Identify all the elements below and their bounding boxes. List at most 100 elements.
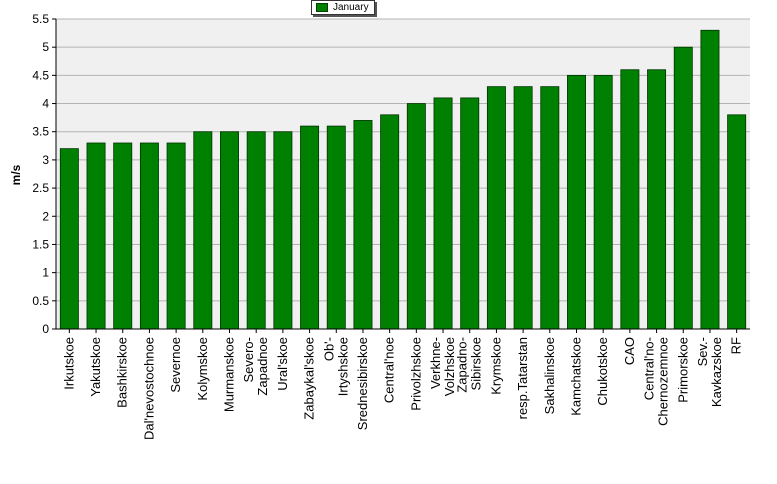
y-tick-label: 0.5 bbox=[32, 294, 49, 308]
x-tick-label: RF bbox=[729, 337, 744, 354]
y-axis-label: m/s bbox=[9, 164, 23, 185]
bar bbox=[193, 131, 213, 330]
x-tick-label-line: Ob'- bbox=[321, 337, 336, 361]
x-tick-label-line: Severo- bbox=[241, 337, 256, 383]
x-tick-label: Murmanskoe bbox=[222, 337, 237, 412]
x-tick-label: Dal'nevostochnoe bbox=[141, 337, 156, 440]
x-tick-label-line: Chukotskoe bbox=[595, 337, 610, 406]
x-tick-label: Primorskoe bbox=[675, 337, 690, 403]
bar bbox=[166, 142, 186, 330]
x-tick-label-line: Central'no- bbox=[642, 337, 657, 400]
bar bbox=[353, 120, 373, 330]
x-tick-label: Central'no- Chernozemnoe bbox=[642, 337, 671, 426]
x-tick-label-line: Dal'nevostochnoe bbox=[141, 337, 156, 440]
legend-swatch bbox=[316, 3, 328, 12]
axes bbox=[55, 19, 750, 330]
bar bbox=[326, 125, 346, 330]
x-tick-label: Central'noe bbox=[382, 337, 397, 403]
x-tick-label: Ob'- Irtyshskoe bbox=[321, 337, 350, 396]
bar bbox=[540, 86, 560, 330]
x-tick-label-line: Zapadnoe bbox=[255, 337, 270, 396]
x-tick-label: Privolzhskoe bbox=[408, 337, 423, 411]
x-tick-label: Verkhne- Volzhskoe bbox=[428, 337, 457, 396]
x-tick-label-line: Sibirskoe bbox=[469, 337, 484, 390]
x-tick-label-line: Verkhne- bbox=[428, 337, 443, 389]
x-tick-label-line: Kavkazskoe bbox=[709, 337, 724, 407]
x-tick-label: Irkutskoe bbox=[61, 337, 76, 390]
y-tick-label: 3.5 bbox=[32, 125, 49, 139]
x-tick-label-line: Central'noe bbox=[382, 337, 397, 403]
x-tick-label-line: Ural'skoe bbox=[275, 337, 290, 391]
x-tick-label-line: Srednesibirskoe bbox=[355, 337, 370, 430]
x-tick-label: Severo- Zapadnoe bbox=[241, 337, 270, 396]
y-tick-label: 2 bbox=[42, 209, 49, 223]
x-tick-label: CAO bbox=[622, 337, 637, 365]
x-tick-label-line: Krymskoe bbox=[488, 337, 503, 395]
y-tick-label: 0 bbox=[42, 322, 49, 336]
bars bbox=[59, 29, 747, 330]
y-tick-labels: 0 0.5 1 1.5 2 2.5 3 3.5 4 4.5 5 5.5 bbox=[32, 12, 49, 336]
y-tick-label: 4.5 bbox=[32, 68, 49, 82]
bar bbox=[380, 114, 400, 330]
legend-label: January bbox=[333, 2, 369, 13]
bar bbox=[246, 131, 266, 330]
bar bbox=[273, 131, 293, 330]
bar bbox=[593, 74, 613, 330]
x-tick-label-line: Yakutskoe bbox=[88, 337, 103, 397]
bar bbox=[433, 97, 453, 330]
y-tick-label: 1.5 bbox=[32, 237, 49, 251]
bar bbox=[700, 29, 720, 330]
x-tick-label: resp.Tatarstan bbox=[515, 337, 530, 419]
bar bbox=[86, 142, 106, 330]
x-tick-label: Kamchatskoe bbox=[569, 337, 584, 416]
bar bbox=[620, 69, 640, 330]
x-tick-labels: Irkutskoe Yakutskoe Bashkirskoe Dal'nevosto… bbox=[61, 329, 744, 440]
legend: January bbox=[311, 0, 375, 15]
bar bbox=[567, 74, 586, 330]
bar bbox=[486, 86, 506, 330]
x-tick-label-line: Bashkirskoe bbox=[115, 337, 130, 408]
plot-area bbox=[56, 19, 750, 329]
x-tick-label: Sakhalinskoe bbox=[542, 337, 557, 414]
bar bbox=[513, 86, 533, 330]
x-tick-label: Ural'skoe bbox=[275, 337, 290, 391]
x-tick-label-line: CAO bbox=[622, 337, 637, 365]
x-tick-label: Sev.- Kavkazskoe bbox=[695, 337, 724, 407]
bar bbox=[460, 97, 480, 330]
x-tick-label: Zapadno- Sibirskoe bbox=[455, 337, 484, 393]
bar bbox=[647, 69, 667, 330]
x-tick-label-line: Primorskoe bbox=[675, 337, 690, 403]
bar bbox=[59, 148, 79, 330]
x-tick-label: Zabaykal'skoe bbox=[302, 337, 317, 420]
x-tick-label: Krymskoe bbox=[488, 337, 503, 395]
x-tick-label: Yakutskoe bbox=[88, 337, 103, 397]
y-tick-label: 1 bbox=[42, 266, 49, 280]
x-tick-label-line: resp.Tatarstan bbox=[515, 337, 530, 419]
x-tick-label-line: Kolymskoe bbox=[195, 337, 210, 401]
x-tick-label-line: Kamchatskoe bbox=[569, 337, 584, 416]
x-tick-label-line: Sev.- bbox=[695, 337, 710, 366]
y-tick-label: 3 bbox=[42, 153, 49, 167]
y-tick-label: 5.5 bbox=[32, 12, 49, 26]
x-tick-label: Severnoe bbox=[168, 337, 183, 393]
x-tick-label: Bashkirskoe bbox=[115, 337, 130, 408]
bar bbox=[139, 142, 159, 330]
y-tick-label: 2.5 bbox=[32, 181, 49, 195]
x-tick-label-line: RF bbox=[729, 337, 744, 354]
bar bbox=[673, 46, 693, 330]
x-tick-label-line: Zapadno- bbox=[455, 337, 470, 393]
bar bbox=[727, 114, 747, 330]
bar bbox=[300, 125, 320, 330]
x-tick-label-line: Irtyshskoe bbox=[335, 337, 350, 396]
y-tick-label: 4 bbox=[42, 97, 49, 111]
x-tick-label: Kolymskoe bbox=[195, 337, 210, 401]
bar bbox=[113, 142, 133, 330]
bar bbox=[406, 103, 426, 330]
x-tick-label-line: Murmanskoe bbox=[222, 337, 237, 412]
x-tick-label-line: Zabaykal'skoe bbox=[302, 337, 317, 420]
x-tick-label-line: Irkutskoe bbox=[61, 337, 76, 390]
x-tick-label-line: Volzhskoe bbox=[442, 337, 457, 396]
x-tick-label: Srednesibirskoe bbox=[355, 337, 370, 430]
